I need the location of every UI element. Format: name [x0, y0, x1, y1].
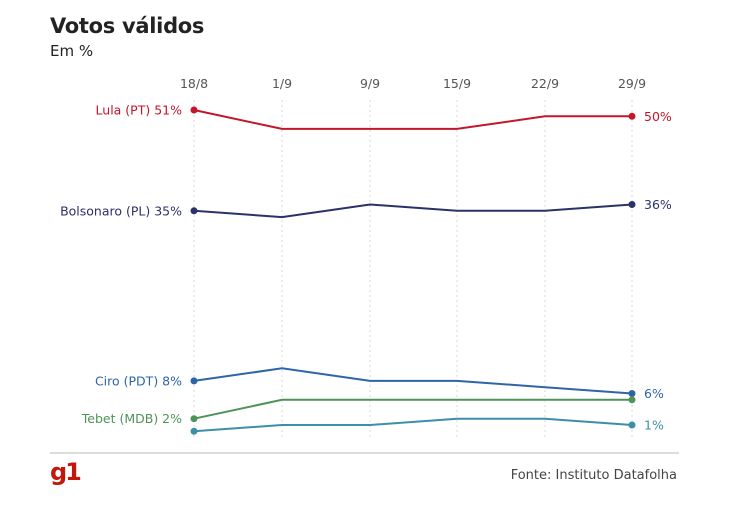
series-point-start — [190, 207, 198, 215]
series-line — [193, 417, 633, 433]
series-point-end — [628, 421, 636, 429]
x-tick-label: 15/9 — [443, 76, 471, 91]
series-end-label: 1% — [644, 418, 664, 433]
series-point-start — [190, 106, 198, 114]
series-end-label: 36% — [644, 197, 672, 212]
x-tick-label: 1/9 — [272, 76, 292, 91]
series-start-label: Bolsonaro (PL) 35% — [60, 203, 182, 218]
series-end-label: 6% — [644, 386, 664, 401]
series-point-start — [190, 377, 198, 385]
series-point-end — [628, 201, 636, 208]
chart-title: Votos válidos — [50, 14, 205, 38]
series-start-label: Tebet (MDB) 2% — [81, 411, 182, 426]
series-line — [193, 203, 633, 219]
series-point-end — [628, 396, 636, 404]
footer-divider — [50, 452, 679, 454]
chart-subtitle: Em % — [50, 42, 94, 60]
series-point-end — [628, 112, 636, 120]
series-start-label: Lula (PT) 51% — [96, 103, 183, 118]
series-start-label: Ciro (PDT) 8% — [95, 373, 182, 388]
x-tick-label: 29/9 — [618, 76, 646, 91]
g1-logo: g1 — [50, 458, 82, 486]
series-point-start — [190, 415, 198, 423]
series-line — [193, 398, 632, 420]
series-line — [193, 367, 633, 395]
series-point-start — [190, 427, 198, 435]
source-note: Fonte: Instituto Datafolha — [510, 468, 677, 483]
x-tick-label: 9/9 — [360, 76, 380, 91]
x-tick-label: 18/8 — [180, 76, 208, 91]
series-end-label: 50% — [644, 109, 672, 124]
series-line — [193, 109, 632, 130]
x-tick-label: 22/9 — [531, 76, 559, 91]
series-point-end — [628, 390, 636, 397]
